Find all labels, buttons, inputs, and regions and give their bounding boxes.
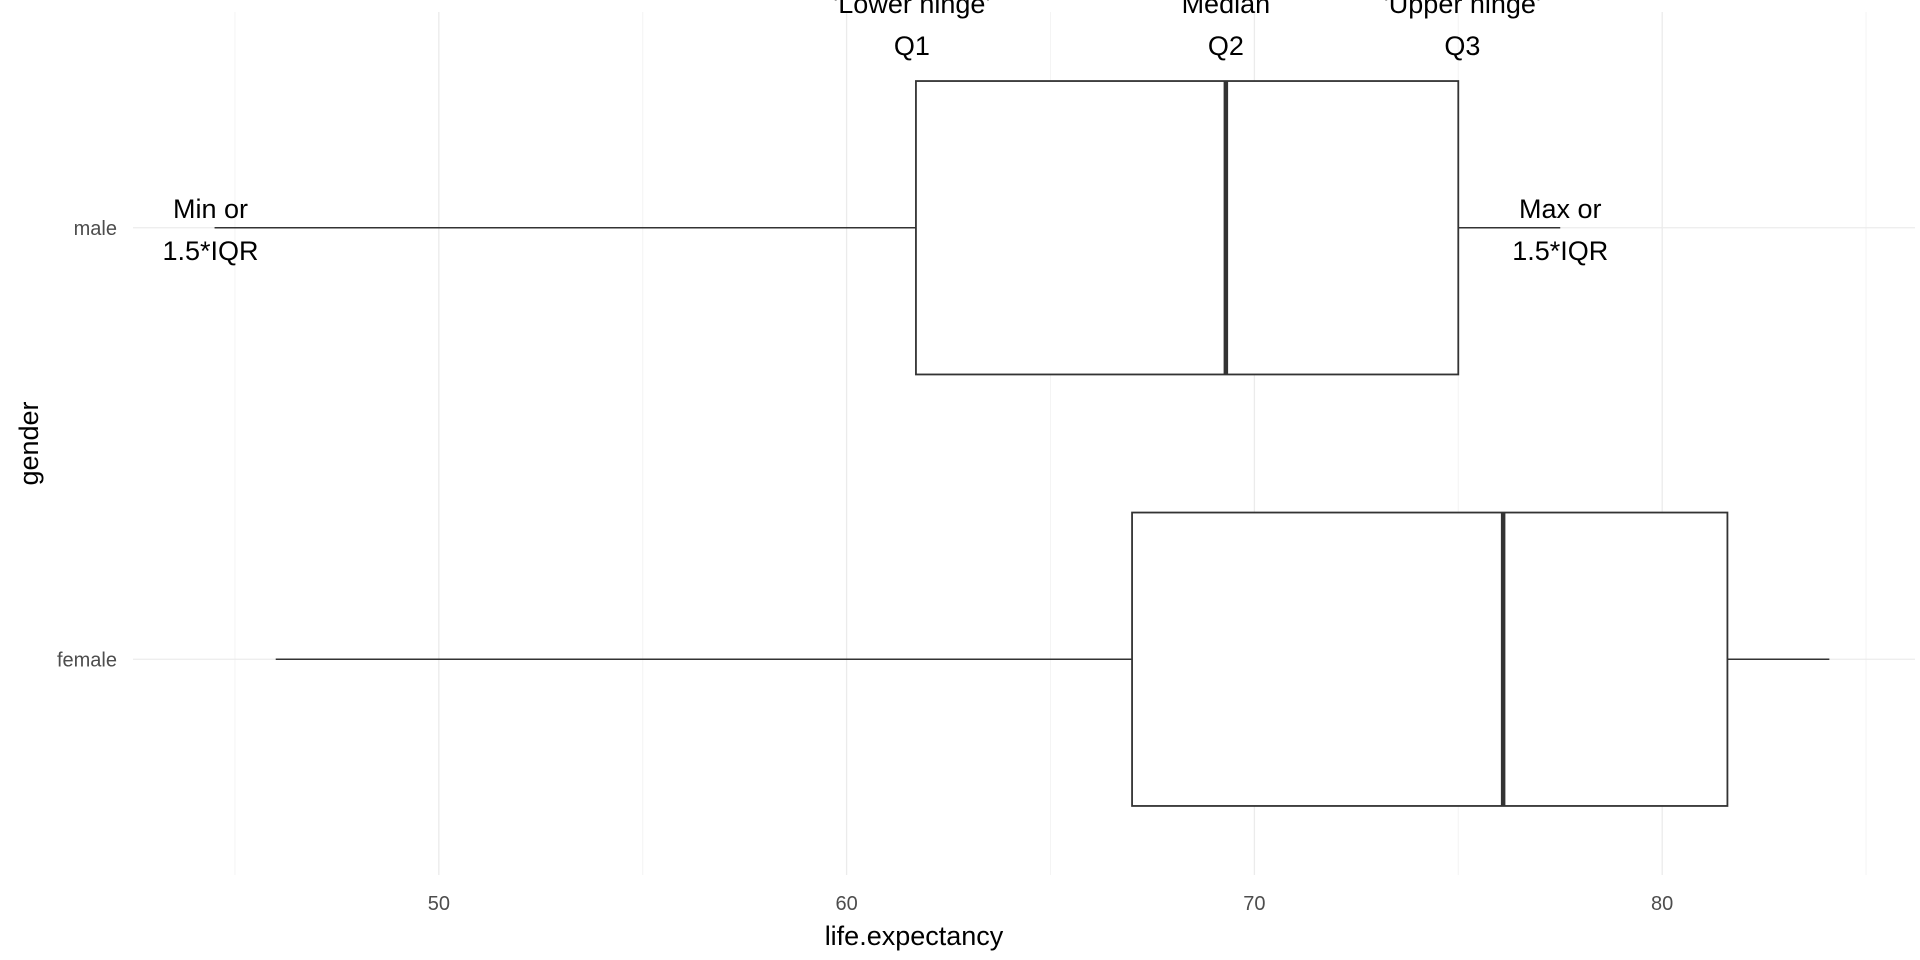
x-axis-title: life.expectancy	[825, 921, 1004, 951]
x-tick-label: 50	[428, 893, 450, 915]
annotation-5: Max or 1.5*IQR	[1512, 194, 1608, 266]
annotation-1: 'Lower hinge' Q1	[833, 0, 990, 61]
annotation-line: Min or	[173, 194, 248, 224]
x-tick-label: 70	[1243, 893, 1265, 915]
y-tick-label-female: female	[57, 649, 117, 671]
y-tick-label-male: male	[74, 218, 117, 240]
annotation-line: Q3	[1444, 31, 1480, 61]
iqr-box-male	[915, 80, 1460, 376]
y-axis-title: gender	[14, 401, 44, 485]
annotation-line: 'Lower hinge'	[833, 0, 990, 19]
box-female	[275, 511, 1830, 807]
annotation-line: Q1	[894, 31, 930, 61]
box-series	[214, 80, 1830, 807]
annotation-line: Median	[1182, 0, 1271, 19]
axes: life.expectancy gender 50 60 70 80 male femal…	[14, 218, 1673, 951]
annotation-line: 'Upper hinge'	[1384, 0, 1541, 19]
iqr-box-female	[1131, 511, 1729, 807]
annotation-line: Q2	[1208, 31, 1244, 61]
x-tick-label: 60	[835, 893, 857, 915]
annotation-4: Min or 1.5*IQR	[162, 194, 258, 266]
box-male	[214, 80, 1561, 376]
annotation-line: 1.5*IQR	[1512, 236, 1608, 266]
annotation-line: 1.5*IQR	[162, 236, 258, 266]
annotation-3: 'Upper hinge' Q3	[1384, 0, 1541, 61]
annotation-line: Max or	[1519, 194, 1602, 224]
annotations: 'Lower hinge' Q1 Median Q2 'Upper hinge' Q3 Mi…	[162, 0, 1608, 266]
x-tick-label: 80	[1651, 893, 1673, 915]
annotation-2: Median Q2	[1182, 0, 1271, 61]
